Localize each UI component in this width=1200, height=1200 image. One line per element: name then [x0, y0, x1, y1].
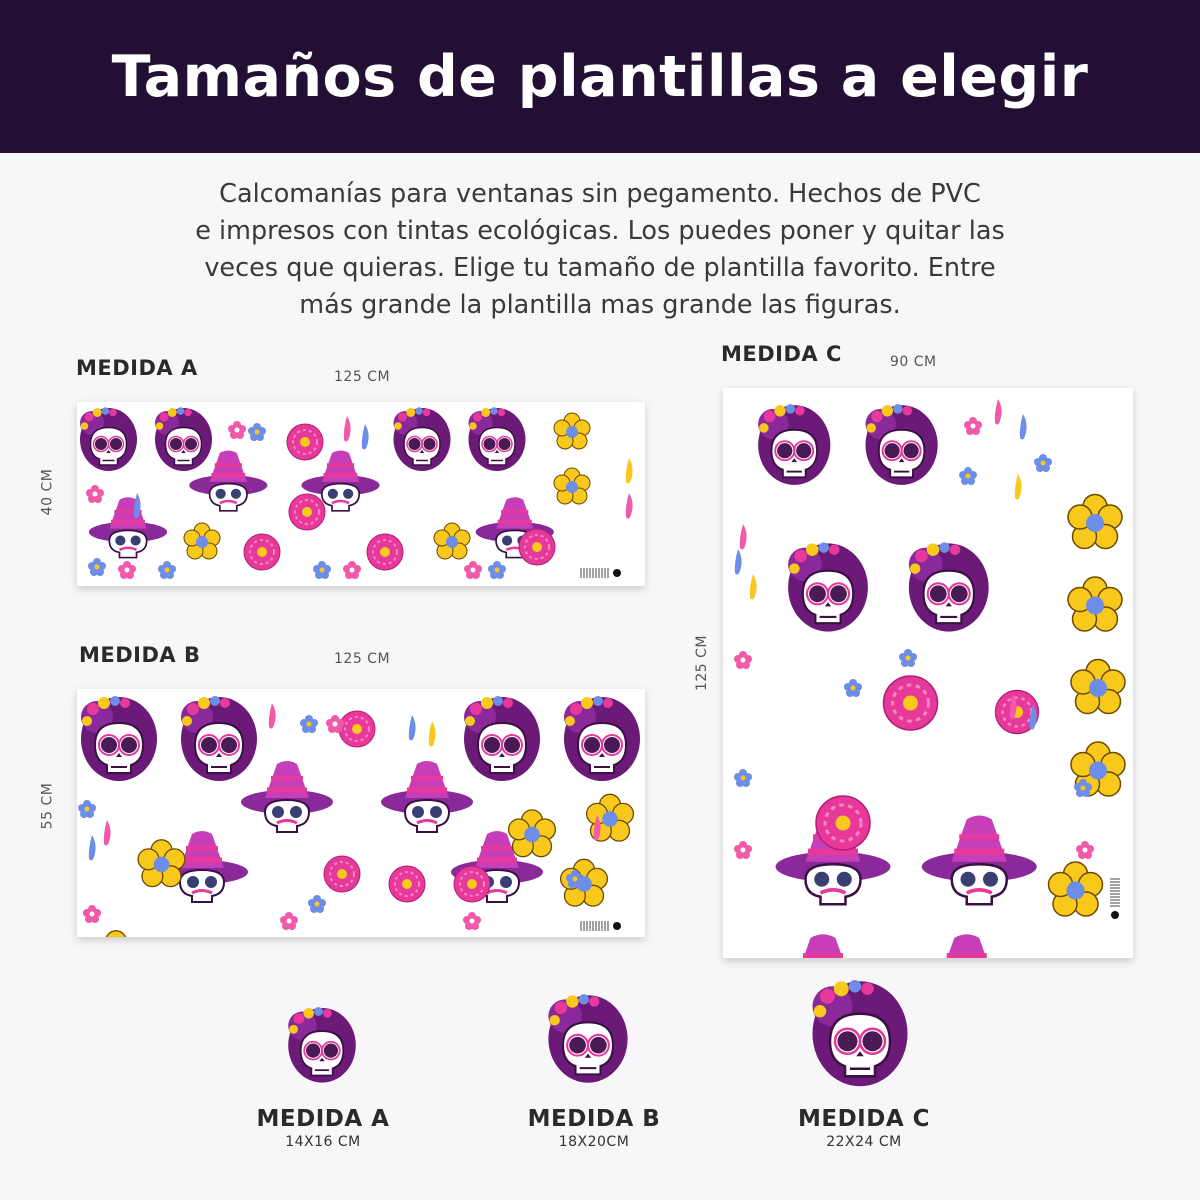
template-c-width: 90 CM: [890, 354, 937, 370]
sample-a-name: MEDIDA A: [256, 1106, 390, 1132]
sticker-sheet-a: [79, 406, 633, 581]
sample-figure-b: [538, 980, 638, 1100]
template-b-label: MEDIDA B: [79, 643, 201, 667]
template-a-height: 40 CM: [39, 468, 56, 516]
sticker-sheet-c: [734, 399, 1126, 958]
sample-figure-a: [282, 995, 362, 1100]
sample-label-c: MEDIDA C 22X24 CM: [754, 1106, 974, 1150]
sample-c-name: MEDIDA C: [797, 1106, 931, 1132]
page-title: Tamaños de plantillas a elegir: [111, 43, 1089, 110]
sample-figure-c: [800, 965, 920, 1105]
sample-label-a: MEDIDA A 14X16 CM: [213, 1106, 433, 1150]
description-line: Calcomanías para ventanas sin pegamento.…: [219, 179, 981, 209]
template-c-label: MEDIDA C: [721, 342, 842, 366]
description-line: veces que quieras. Elige tu tamaño de pl…: [204, 253, 996, 283]
description: Calcomanías para ventanas sin pegamento.…: [120, 176, 1080, 324]
sample-c-size: 22X24 CM: [826, 1134, 902, 1150]
template-a-label: MEDIDA A: [76, 356, 198, 380]
catrina-skull-icon: [287, 1006, 357, 1084]
sample-b-size: 18X20CM: [558, 1134, 630, 1150]
sample-label-b: MEDIDA B 18X20CM: [484, 1106, 704, 1150]
description-line: más grande la plantilla mas grande las f…: [299, 290, 901, 320]
template-a-sheet[interactable]: [77, 402, 645, 586]
sample-b-name: MEDIDA B: [527, 1106, 661, 1132]
sample-a-size: 14X16 CM: [285, 1134, 361, 1150]
catrina-skull-icon: [811, 978, 909, 1088]
template-b-sheet[interactable]: [77, 689, 645, 937]
catrina-skull-icon: [547, 993, 629, 1084]
template-a-width: 125 CM: [334, 369, 391, 385]
template-c-height: 125 CM: [694, 634, 711, 692]
sticker-sheet-b: [78, 695, 641, 937]
template-c-sheet[interactable]: [723, 388, 1133, 958]
template-b-width: 125 CM: [334, 651, 391, 667]
description-line: e impresos con tintas ecológicas. Los pu…: [195, 216, 1005, 246]
header-banner: Tamaños de plantillas a elegir: [0, 0, 1200, 153]
template-b-height: 55 CM: [39, 782, 56, 830]
